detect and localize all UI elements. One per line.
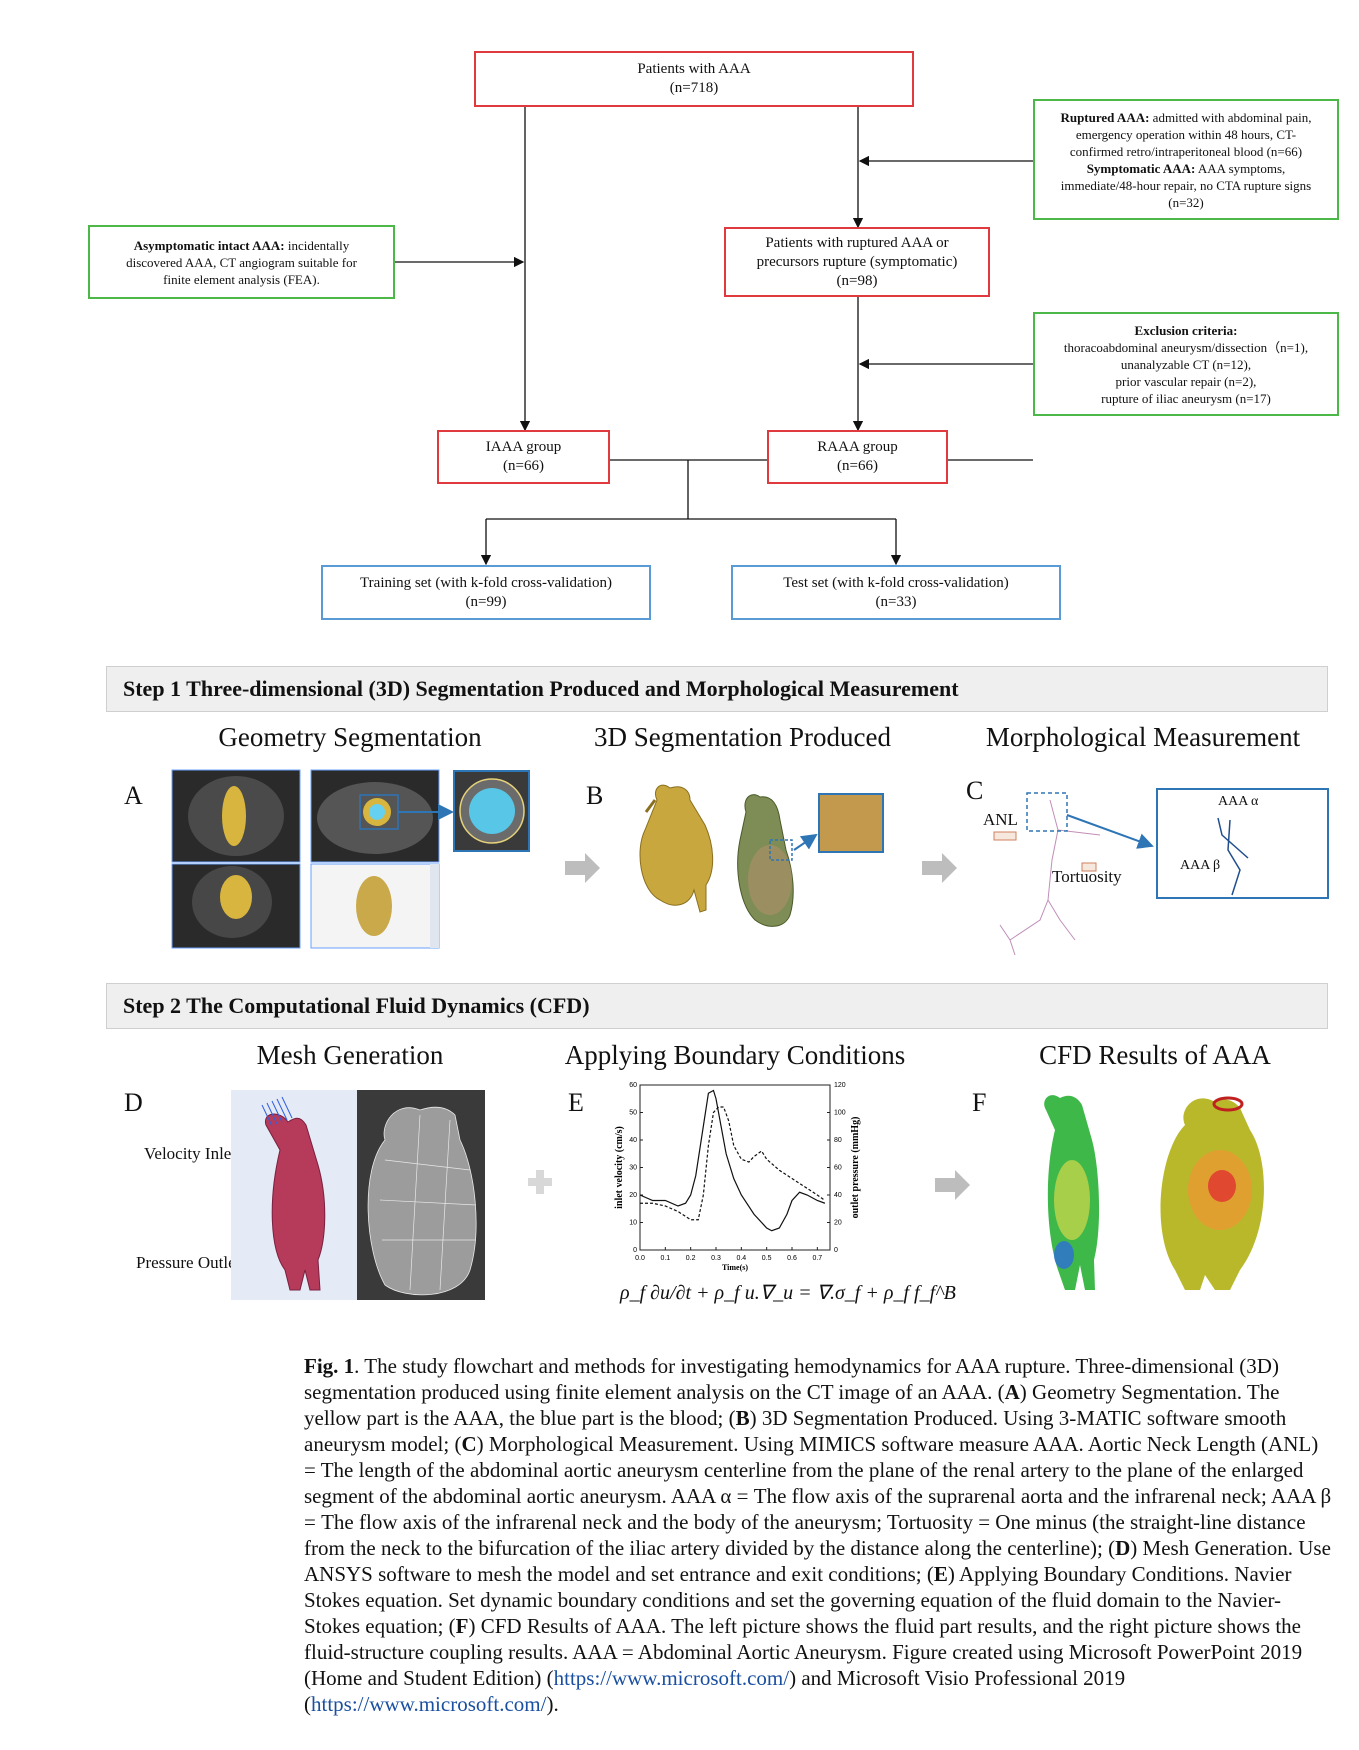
x-tick-label: 0.6 xyxy=(787,1255,797,1262)
y-tick-label: 30 xyxy=(629,1165,637,1172)
mesh-model xyxy=(231,1090,485,1300)
asymptomatic-label: Asymptomatic intact AAA: xyxy=(133,237,285,253)
tortuosity-label: Tortuosity xyxy=(1052,867,1122,886)
ruptured-criteria-box: Ruptured AAA: admitted with abdominal pa… xyxy=(1033,99,1339,220)
iaaa-group-box: IAAA group (n=66) xyxy=(437,430,610,484)
y-tick-label: 20 xyxy=(629,1192,637,1199)
microsoft-link-2[interactable]: https://www.microsoft.com/ xyxy=(311,1692,547,1716)
y2-tick-label: 60 xyxy=(834,1165,842,1172)
aaa-alpha-label: AAA α xyxy=(1218,794,1259,809)
panel-title-3d-segmentation: 3D Segmentation Produced xyxy=(594,722,891,752)
panel-label-b: B xyxy=(586,781,604,810)
ruptured-aaa-label: Ruptured AAA: xyxy=(1060,109,1150,125)
centerline-sketch xyxy=(993,788,1329,956)
figure-number: Fig. 1 xyxy=(304,1354,355,1378)
y2-tick-label: 0 xyxy=(834,1247,838,1254)
y-tick-label: 10 xyxy=(629,1220,637,1227)
y-tick-label: 0 xyxy=(633,1247,637,1254)
panel-title-cfd-results: CFD Results of AAA xyxy=(1039,1040,1271,1070)
panel-label-f: F xyxy=(972,1088,987,1117)
governing-equation: ρ_f ∂u/∂t + ρ_f u.∇_u = ∇.σ_f + ρ_f f_f^… xyxy=(620,1280,956,1305)
panel-label-c: C xyxy=(966,776,984,805)
x-tick-label: 0.7 xyxy=(812,1255,822,1262)
y-axis-label: inlet velocity (cm/s) xyxy=(614,1126,625,1209)
exclusion-title: Exclusion criteria: xyxy=(1134,322,1238,338)
asymptomatic-box: Asymptomatic intact AAA: incidentally di… xyxy=(88,225,395,299)
x-tick-label: 0.1 xyxy=(660,1255,670,1262)
figure-caption: Fig. 1. The study flowchart and methods … xyxy=(304,1354,1332,1716)
panel-title-boundary-conditions: Applying Boundary Conditions xyxy=(564,1040,906,1070)
y2-tick-label: 120 xyxy=(834,1082,846,1089)
equation-text: ρ_f ∂u/∂t + ρ_f u.∇_u = ∇.σ_f + ρ_f f_f^… xyxy=(620,1282,956,1304)
panel-title-mesh-generation: Mesh Generation xyxy=(256,1040,444,1070)
y-tick-label: 50 xyxy=(629,1110,637,1117)
gray-arrow-3 xyxy=(935,1170,970,1200)
gray-arrow-1 xyxy=(565,853,600,883)
chart-frame xyxy=(639,1084,831,1251)
gray-arrow-2 xyxy=(922,853,957,883)
training-set-box: Training set (with k-fold cross-validati… xyxy=(321,565,651,620)
microsoft-link-1[interactable]: https://www.microsoft.com/ xyxy=(553,1666,790,1690)
raaa-group-box: RAAA group (n=66) xyxy=(767,430,948,484)
patients-count: (n=718) xyxy=(669,80,719,96)
test-set-box: Test set (with k-fold cross-validation) … xyxy=(731,565,1061,620)
x-tick-label: 0.5 xyxy=(762,1255,772,1262)
x-tick-label: 0.3 xyxy=(711,1255,721,1262)
y2-tick-label: 100 xyxy=(834,1110,846,1117)
y-tick-label: 40 xyxy=(629,1137,637,1144)
y2-tick-label: 20 xyxy=(834,1220,842,1227)
y2-axis-label: outlet pressure (mmHg) xyxy=(850,1117,861,1219)
solid-series-line xyxy=(639,1089,826,1232)
ct-scan-grid xyxy=(171,769,530,949)
x-axis-label: Time(s) xyxy=(722,1263,748,1272)
cfd-results-images xyxy=(1044,1095,1264,1290)
exclusion-box: Exclusion criteria: thoracoabdominal ane… xyxy=(1033,312,1339,416)
y2-tick-label: 80 xyxy=(834,1137,842,1144)
y2-tick-label: 40 xyxy=(834,1192,842,1199)
ruptured-patients-box: Patients with ruptured AAA or precursors… xyxy=(724,227,990,297)
step1-header: Step 1 Three-dimensional (3D) Segmentati… xyxy=(106,666,1328,712)
velocity-inlet-label: Velocity Inlet xyxy=(144,1144,237,1163)
pressure-outlet-label: Pressure Outlet xyxy=(136,1253,241,1272)
panel-title-geometry-segmentation: Geometry Segmentation xyxy=(218,722,482,752)
aneurysm-model-mesh xyxy=(737,793,884,927)
symptomatic-aaa-label: Symptomatic AAA: xyxy=(1086,160,1196,176)
x-tick-label: 0.2 xyxy=(686,1255,696,1262)
plus-icon xyxy=(528,1170,552,1194)
patients-title: Patients with AAA xyxy=(637,61,751,77)
x-tick-label: 0.4 xyxy=(736,1255,746,1262)
step2-header: Step 2 The Computational Fluid Dynamics … xyxy=(106,983,1328,1029)
panel-label-a: A xyxy=(124,781,143,810)
panel-label-e: E xyxy=(568,1088,584,1117)
x-tick-label: 0.0 xyxy=(635,1255,645,1262)
panel-label-d: D xyxy=(124,1088,143,1117)
anl-label: ANL xyxy=(983,810,1018,829)
aneurysm-model-yellow xyxy=(639,784,714,913)
aaa-beta-label: AAA β xyxy=(1180,858,1221,873)
panel-title-morphological-measurement: Morphological Measurement xyxy=(985,722,1301,752)
y-tick-label: 60 xyxy=(629,1082,637,1089)
dashed-series-line xyxy=(640,1106,826,1221)
patients-box: Patients with AAA (n=718) xyxy=(474,51,914,107)
